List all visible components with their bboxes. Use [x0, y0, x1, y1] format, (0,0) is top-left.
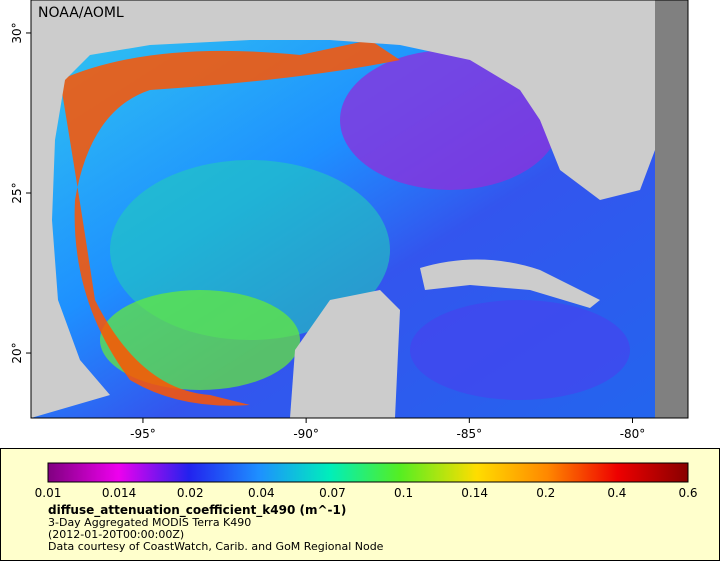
colorbar-tick-label: 0.6	[678, 486, 697, 500]
legend-line: 3-Day Aggregated MODIS Terra K490	[48, 516, 251, 529]
cuba	[420, 259, 600, 308]
colorbar-tick-label: 0.04	[248, 486, 275, 500]
colorbar-tick-label: 0.4	[607, 486, 626, 500]
coastal-turbid	[60, 40, 400, 406]
y-tick-label: 25°	[10, 182, 24, 203]
colorbar	[47, 462, 689, 483]
map-frame	[30, 0, 689, 419]
clear-water	[340, 50, 560, 190]
colorbar-tick-label: 0.2	[536, 486, 555, 500]
colorbar-tick-label: 0.14	[461, 486, 488, 500]
x-tick-label: -95°	[130, 427, 156, 441]
colorbar-tick-label: 0.07	[319, 486, 346, 500]
y-tick-label: 30°	[10, 22, 24, 43]
colorbar-tick-label: 0.01	[35, 486, 62, 500]
colorbar-tick-label: 0.014	[102, 486, 136, 500]
colorbar-tick-label: 0.02	[177, 486, 204, 500]
colorbar-tick-label: 0.1	[394, 486, 413, 500]
land	[31, 0, 688, 418]
legend-line: Data courtesy of CoastWatch, Carib. and …	[48, 540, 384, 553]
caribbean	[410, 300, 630, 400]
no-data	[655, 0, 688, 418]
legend-line: (2012-01-20T00:00:00Z)	[48, 528, 184, 541]
shelf-water	[100, 290, 300, 390]
y-tick-label: 20°	[10, 342, 24, 363]
attribution: NOAA/AOML	[38, 5, 124, 21]
variable-name: diffuse_attenuation_coefficient_k490 (m^…	[48, 503, 346, 518]
x-tick-label: -80°	[620, 427, 646, 441]
x-tick-label: -90°	[293, 427, 319, 441]
yucatan	[290, 290, 400, 418]
x-tick-label: -85°	[457, 427, 483, 441]
